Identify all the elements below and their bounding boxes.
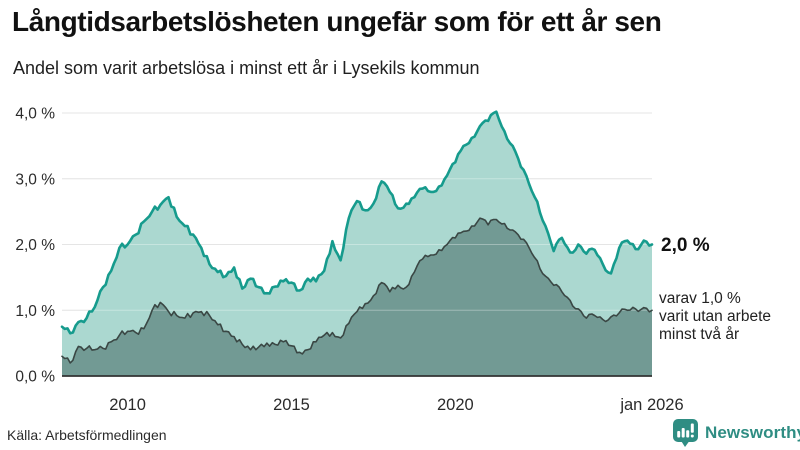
y-tick-label: 1,0 % — [15, 303, 55, 320]
brand-name: Newsworthy — [705, 423, 800, 442]
chart-subtitle: Andel som varit arbetslösa i minst ett å… — [13, 58, 480, 78]
annotation-line-2: varit utan arbete — [659, 308, 771, 325]
annotation-line-3: minst två år — [659, 326, 739, 343]
x-tick-label: 2010 — [109, 396, 146, 414]
line-total-one-year — [60, 110, 654, 335]
y-tick-label: 0,0 % — [15, 369, 55, 386]
end-value-label: 2,0 % — [661, 235, 710, 256]
x-tick-label: 2015 — [273, 396, 310, 414]
x-axis-labels: 2010 2015 2020 jan 2026 — [109, 396, 683, 414]
y-tick-label: 4,0 % — [15, 106, 55, 123]
y-tick-label: 3,0 % — [15, 171, 55, 188]
x-tick-label: 2020 — [437, 396, 474, 414]
newsworthy-icon — [673, 419, 698, 447]
source-attribution: Källa: Arbetsförmedlingen — [7, 427, 167, 443]
y-axis-labels: 0,0 % 1,0 % 2,0 % 3,0 % 4,0 % — [15, 106, 55, 386]
brand-logo: Newsworthy — [672, 418, 800, 448]
line-two-years — [61, 217, 653, 364]
annotation-line-1: varav 1,0 % — [659, 290, 741, 307]
area-chart: 0,0 % 1,0 % 2,0 % 3,0 % 4,0 % 2010 2015 2020 ja… — [15, 106, 771, 415]
area-two-years — [62, 218, 652, 376]
x-tick-label: jan 2026 — [619, 396, 683, 414]
y-tick-label: 2,0 % — [15, 237, 55, 254]
page-title: Långtidsarbetslösheten ungefär som för e… — [12, 6, 662, 37]
